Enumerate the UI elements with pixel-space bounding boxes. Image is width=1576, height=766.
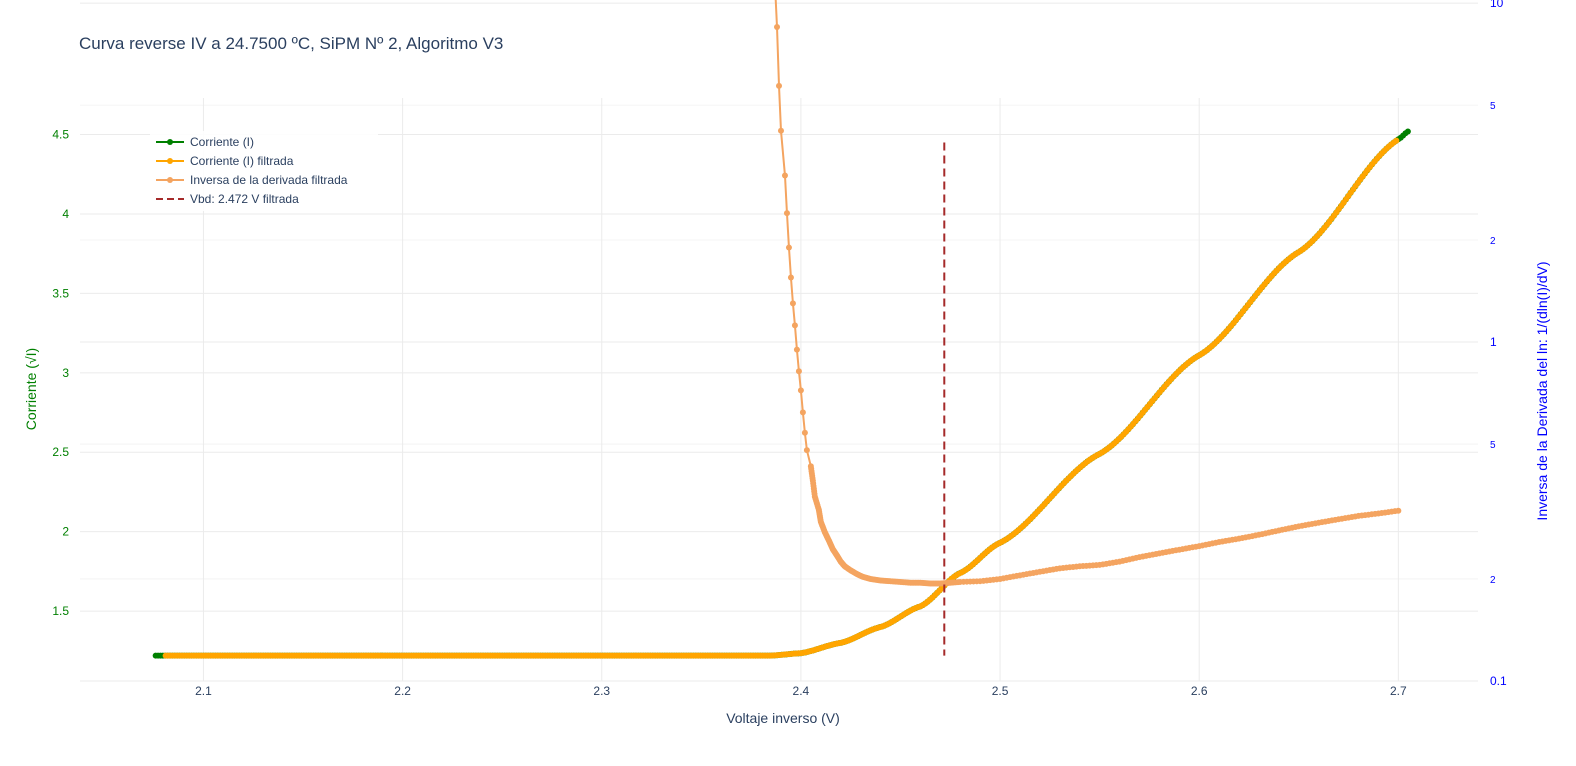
y2-tick-label: 10 — [1490, 0, 1504, 10]
x-axis-title: Voltaje inverso (V) — [726, 710, 840, 726]
x-tick-label: 2.2 — [394, 684, 411, 698]
series-derivative-point — [1352, 513, 1359, 520]
series-derivative-point — [1332, 516, 1339, 523]
series-derivative-point — [776, 82, 782, 89]
legend-marker-filtered — [167, 158, 173, 164]
legend-marker-derivative — [167, 177, 173, 183]
series-derivative-point — [803, 447, 810, 454]
y-axis-title: Corriente (√I) — [23, 348, 39, 430]
y2-axis-title: Inversa de la Derivada del ln: 1/(dln(I)… — [1534, 261, 1550, 520]
y-tick-label: 2 — [62, 525, 69, 539]
series-filtered-point — [1393, 137, 1400, 144]
series-derivative-point — [1372, 510, 1379, 517]
series-derivative-point — [1073, 563, 1080, 570]
series-derivative-point — [1212, 539, 1219, 546]
x-tick-label: 2.1 — [195, 684, 212, 698]
series-derivative-point — [1292, 524, 1299, 531]
series-derivative-point — [801, 429, 808, 436]
series-derivative-point — [1113, 559, 1120, 566]
series-derivative-point — [1192, 543, 1199, 550]
series-derivative-point — [1013, 572, 1020, 579]
series-derivative-point — [993, 576, 1000, 583]
series-derivative-point — [1033, 569, 1040, 576]
y-tick-label: 2.5 — [52, 445, 69, 459]
y2-tick-label: 2 — [1490, 236, 1496, 247]
series-derivative-point — [1133, 554, 1140, 561]
y-tick-label: 3.5 — [52, 286, 69, 300]
y2-tick-label: 2 — [1490, 575, 1496, 586]
legend-background — [150, 131, 378, 211]
series-filtered-markers — [162, 137, 1400, 659]
legend-label-vbd: Vbd: 2.472 V filtrada — [190, 192, 299, 206]
series-derivative-point — [793, 346, 800, 353]
series-derivative-point — [1153, 550, 1160, 557]
legend-label-derivative: Inversa de la derivada filtrada — [190, 173, 348, 187]
series-derivative-point — [1232, 536, 1239, 543]
legend-item-filtered[interactable]: Corriente (I) filtrada — [156, 154, 294, 168]
y2-tick-label: 5 — [1490, 440, 1496, 451]
series-derivative-point — [1053, 565, 1060, 572]
y2-tick-label: 0.1 — [1490, 674, 1507, 688]
series-derivative-point — [1093, 562, 1100, 569]
x-tick-label: 2.3 — [593, 684, 610, 698]
series-derivative-point — [1172, 547, 1179, 554]
x-tick-label: 2.7 — [1390, 684, 1407, 698]
series-derivative-point — [799, 409, 806, 416]
series-derivative-point — [785, 244, 792, 251]
legend-item-vbd[interactable]: Vbd: 2.472 V filtrada — [156, 192, 299, 206]
series-derivative-point — [797, 387, 804, 394]
legend-item-raw[interactable]: Corriente (I) — [156, 135, 254, 149]
y-tick-label: 4 — [62, 207, 69, 221]
y2-tick-label: 1 — [1490, 335, 1497, 349]
series-derivative-point — [809, 475, 816, 482]
series-derivative-point — [795, 368, 802, 375]
series-derivative-point — [774, 24, 781, 31]
legend-label-filtered: Corriente (I) filtrada — [190, 154, 294, 168]
series-derivative-point — [791, 322, 798, 329]
series-derivative-markers — [774, 24, 1402, 587]
series-derivative-point — [1272, 528, 1279, 535]
legend[interactable]: Corriente (I) Corriente (I) filtrada Inv… — [150, 131, 378, 211]
legend-item-derivative[interactable]: Inversa de la derivada filtrada — [156, 173, 348, 187]
series-derivative-point — [777, 127, 784, 134]
legend-marker-raw — [167, 139, 173, 145]
x-tick-label: 2.5 — [992, 684, 1009, 698]
axes: 2.1 2.2 2.3 2.4 2.5 2.6 2.7 1.5 2 2.5 3 3.5 4 4.5 0.1 2… — [52, 0, 1507, 698]
legend-label-raw: Corriente (I) — [190, 135, 254, 149]
series-derivative-point — [789, 300, 796, 307]
y2-tick-label: 5 — [1490, 101, 1496, 112]
series-derivative-point — [973, 578, 980, 585]
series-derivative-point — [1252, 532, 1259, 539]
series-layer — [152, 0, 1411, 659]
series-derivative-point — [811, 490, 818, 497]
grid — [80, 2, 1478, 682]
chart-title: Curva reverse IV a 24.7500 ºC, SiPM Nº 2… — [79, 34, 503, 53]
x-tick-label: 2.6 — [1191, 684, 1208, 698]
series-derivative-point — [1312, 520, 1319, 527]
y-tick-label: 3 — [62, 366, 69, 380]
series-derivative-point — [955, 579, 962, 586]
y-tick-label: 1.5 — [52, 604, 69, 618]
y-tick-label: 4.5 — [52, 128, 69, 142]
series-derivative-point — [783, 210, 790, 217]
series-raw-point — [1404, 128, 1411, 135]
x-tick-label: 2.4 — [793, 684, 810, 698]
series-derivative-point — [787, 274, 794, 281]
series-derivative-point — [781, 172, 788, 179]
series-derivative-point — [1392, 508, 1399, 515]
